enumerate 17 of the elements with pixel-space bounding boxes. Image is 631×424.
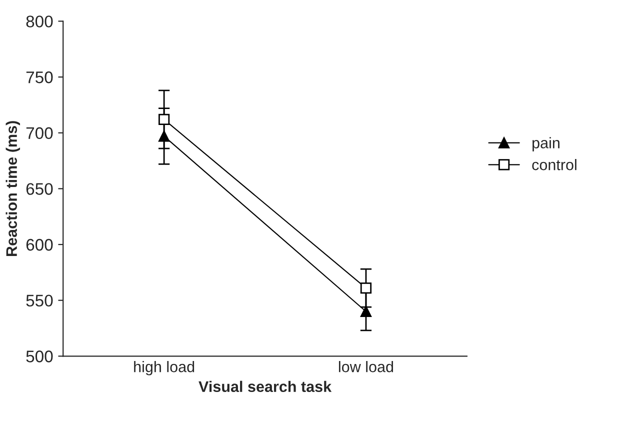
point [360,282,372,294]
point [158,130,170,142]
y-tick-label: 800 [26,16,53,28]
y-axis-title: Reaction time (ms) [6,121,20,256]
y-tick-label: 700 [26,127,53,140]
x-tick-label: low load [338,361,394,372]
x-tick-label: high load [134,361,194,376]
y-tick-label: 500 [26,350,53,362]
point [158,114,170,126]
point [360,306,372,318]
x-axis-title: Visual search task [198,380,332,392]
y-tick-label: 600 [26,238,53,251]
y-tick-label: 650 [26,183,53,195]
y-tick-label: 750 [26,71,53,84]
legend-label: pain [532,137,560,152]
legend-label: control [532,159,576,170]
y-tick-label: 550 [26,294,53,307]
